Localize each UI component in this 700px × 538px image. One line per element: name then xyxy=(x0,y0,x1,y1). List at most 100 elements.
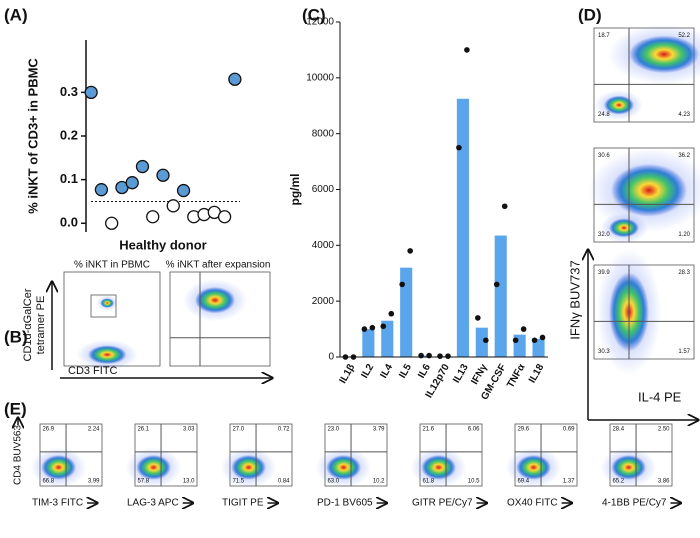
panel-letter: (C) xyxy=(302,5,326,24)
replicate-dot xyxy=(512,337,519,344)
quadrant-value: 1.57 xyxy=(678,349,690,355)
x-axis-title: TIGIT PE xyxy=(222,498,264,509)
replicate-dot xyxy=(475,315,481,321)
density-blob xyxy=(611,455,646,480)
density-blob xyxy=(88,345,127,365)
bar xyxy=(475,327,488,357)
quadrant-value: 39.9 xyxy=(598,270,610,276)
density-blob xyxy=(421,455,456,480)
quadrant-value: 10.2 xyxy=(373,479,385,485)
quadrant-value: 66.8 xyxy=(42,479,54,485)
quadrant-value: 23.0 xyxy=(327,427,339,433)
bar xyxy=(381,320,394,357)
point xyxy=(217,210,232,224)
bar xyxy=(362,329,375,357)
density-blob xyxy=(326,455,361,480)
x-axis-title: LAG-3 APC xyxy=(127,498,179,509)
quadrant-value: 52.2 xyxy=(678,33,690,39)
density-blob xyxy=(609,218,639,238)
replicate-dot xyxy=(361,326,368,332)
density-blob xyxy=(100,298,114,308)
x-axis-title: OX40 FITC xyxy=(507,498,558,509)
x-axis-title: TIM-3 FITC xyxy=(32,498,83,509)
quadrant-value: 24.8 xyxy=(598,112,610,118)
x-tick-label: IL18 xyxy=(527,362,547,385)
gate-box xyxy=(90,294,117,318)
quadrant-value: 10.5 xyxy=(468,479,480,485)
replicate-dot xyxy=(539,334,546,341)
replicate-dot xyxy=(388,310,395,317)
bar xyxy=(532,338,545,357)
quadrant-value: 18.7 xyxy=(598,33,610,39)
quadrant-value: 3.99 xyxy=(88,479,100,485)
replicate-dot xyxy=(520,326,527,332)
replicate-dot xyxy=(464,47,470,53)
quadrant-value: 26.9 xyxy=(42,427,54,433)
y-tick-label: 12000 xyxy=(306,17,334,28)
quadrant-value: 0.72 xyxy=(278,427,290,433)
bar xyxy=(400,267,413,357)
quadrant-value: 26.1 xyxy=(137,427,149,433)
y-tick-label: 0.0 xyxy=(60,215,78,230)
x-axis-title: 4-1BB PE/Cy7 xyxy=(602,498,667,509)
y-axis-title: % iNKT of CD3+ in PBMC xyxy=(25,58,40,214)
x-tick-label: IL13 xyxy=(451,362,471,385)
x-tick-label: IL5 xyxy=(397,362,414,380)
point xyxy=(105,216,119,230)
y-tick-label: 8000 xyxy=(312,128,335,139)
replicate-dot xyxy=(426,352,432,359)
replicate-dot xyxy=(483,337,489,344)
point xyxy=(84,85,98,100)
quadrant-value: 4.23 xyxy=(678,112,690,118)
quadrant-value: 63.0 xyxy=(327,479,339,485)
point xyxy=(156,168,170,182)
y-tick-label: 0.1 xyxy=(60,171,78,186)
x-axis-title: PD-1 BV605 xyxy=(317,498,373,509)
quadrant-value: 21.6 xyxy=(422,427,434,433)
quadrant-value: 1.20 xyxy=(678,232,690,238)
density-blob xyxy=(516,455,551,480)
quadrant-value: 2.24 xyxy=(88,427,100,433)
quadrant-value: 13.0 xyxy=(183,479,195,485)
replicate-dot xyxy=(456,144,462,151)
quadrant-value: 0.84 xyxy=(278,479,290,485)
plot-title: % iNKT in PBMC xyxy=(74,260,150,271)
point xyxy=(146,210,160,224)
point xyxy=(135,159,150,174)
y-tick-label: 10000 xyxy=(306,72,334,83)
panel-letter: (D) xyxy=(578,5,602,24)
bar xyxy=(494,235,507,357)
quadrant-value: 61.8 xyxy=(422,479,434,485)
replicate-dot xyxy=(399,281,405,288)
replicate-dot xyxy=(445,353,451,359)
density-blob xyxy=(629,35,699,74)
x-axis-title: IL-4 PE xyxy=(638,389,682,404)
replicate-dot xyxy=(437,353,443,359)
density-blob xyxy=(195,287,235,314)
x-tick-label: IL4 xyxy=(378,362,395,380)
y-tick-label: 4000 xyxy=(312,240,335,251)
point xyxy=(166,199,180,213)
y-tick-label: 0.3 xyxy=(60,84,78,99)
point xyxy=(176,183,191,198)
replicate-dot xyxy=(380,323,387,330)
replicate-dot xyxy=(407,248,413,254)
x-axis-title: CD3 FITC xyxy=(68,365,118,377)
quadrant-value: 36.2 xyxy=(678,153,690,159)
y-axis-title: CD1d-αGalCer xyxy=(22,288,34,361)
replicate-dot xyxy=(531,337,538,344)
quadrant-value: 6.06 xyxy=(468,427,480,433)
point xyxy=(94,183,109,197)
quadrant-value: 57.8 xyxy=(137,479,149,485)
y-axis-title: IFNγ BUV737 xyxy=(567,260,582,339)
quadrant-value: 3.79 xyxy=(373,427,385,433)
quadrant-value: 28.3 xyxy=(678,270,690,276)
x-axis-title: Healthy donor xyxy=(119,237,206,252)
quadrant-value: 30.3 xyxy=(598,349,610,355)
density-blob xyxy=(231,455,266,480)
panel-letter: (E) xyxy=(4,399,27,418)
y-tick-label: 6000 xyxy=(312,184,335,195)
quadrant-value: 71.5 xyxy=(232,479,244,485)
quadrant-value: 69.4 xyxy=(517,479,529,485)
panel-letter: (B) xyxy=(4,327,28,346)
